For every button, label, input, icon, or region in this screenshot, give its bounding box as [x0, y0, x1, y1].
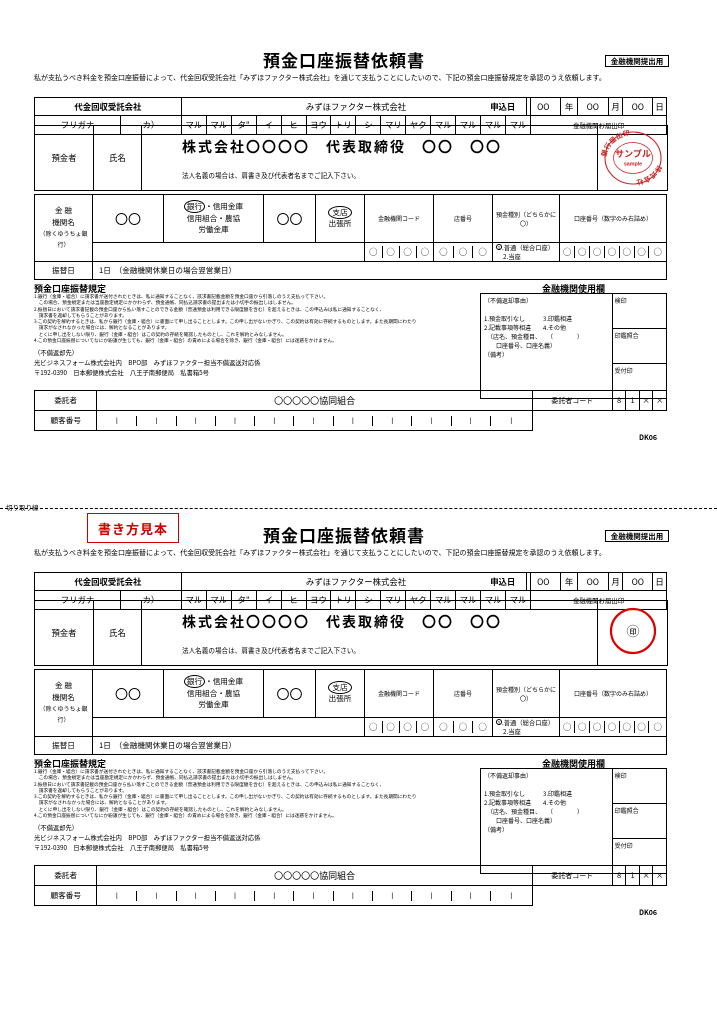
svg-text:サンプル: サンプル — [615, 147, 651, 160]
svg-text:印: 印 — [629, 627, 636, 637]
svg-text:sample: sample — [623, 162, 641, 168]
